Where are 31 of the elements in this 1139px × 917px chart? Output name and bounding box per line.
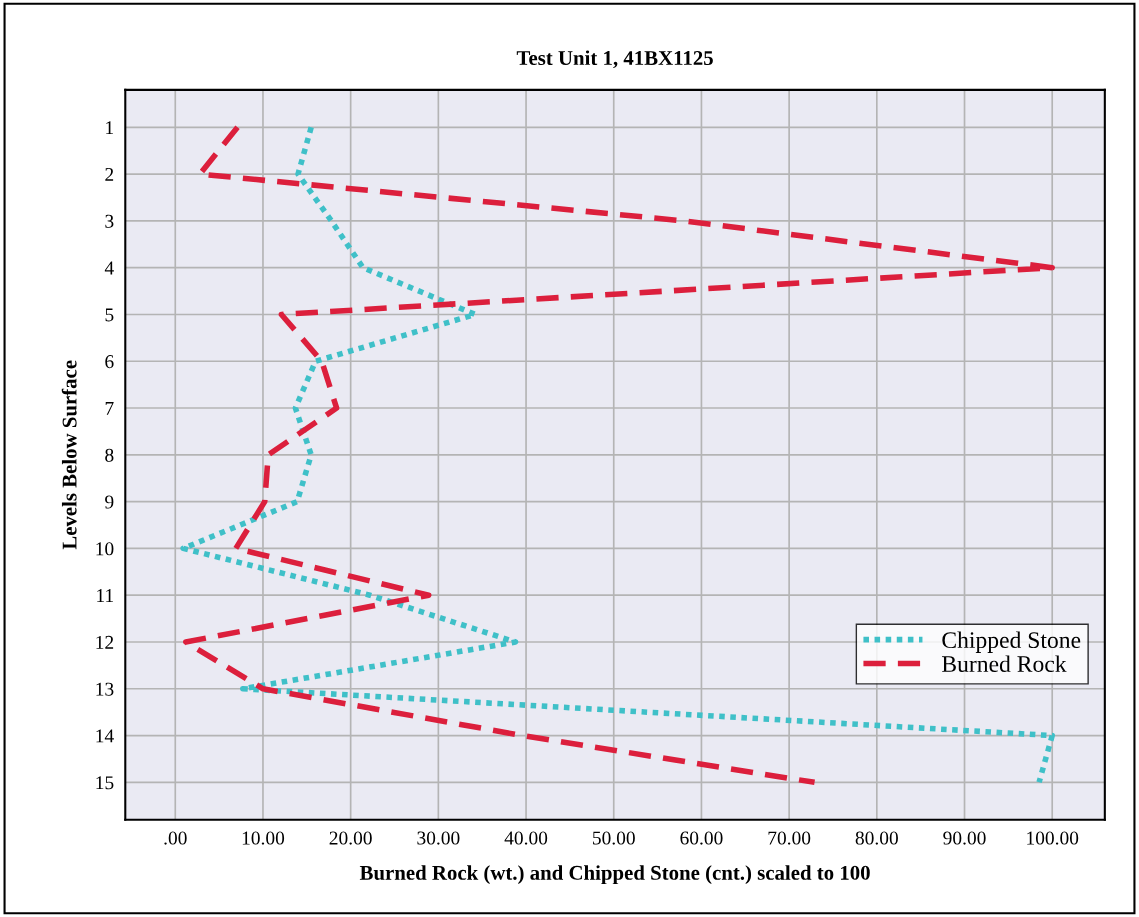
x-tick-label: 50.00 [593, 831, 635, 845]
y-axis-title: Levels Below Surface [61, 360, 77, 550]
x-axis-title: Burned Rock (wt.) and Chipped Stone (cnt.) scaled to 100 [359, 865, 870, 885]
x-tick-label: 80.00 [855, 831, 898, 845]
x-tick-label: 20.00 [329, 831, 372, 845]
y-tick-label: 12 [96, 635, 114, 649]
chart-title: Test Unit 1, 41BX1125 [516, 50, 713, 69]
y-tick-label: 1 [106, 121, 114, 135]
x-tick-label: 60.00 [680, 831, 723, 845]
y-tick-label: 11 [97, 589, 114, 602]
x-tick-label: 90.00 [943, 831, 986, 845]
y-tick-label: 8 [105, 448, 114, 462]
y-tick-label: 4 [104, 261, 114, 275]
y-tick-label: 6 [105, 355, 114, 369]
x-tick-label: 40.00 [504, 831, 548, 845]
x-tick-label: 30.00 [417, 831, 460, 845]
y-tick-label: 2 [105, 167, 114, 181]
legend-label: Burned Rock [942, 655, 1067, 673]
y-tick-label: 13 [96, 682, 114, 696]
legend-label: Chipped Stone [942, 631, 1081, 653]
y-tick-label: 9 [105, 495, 114, 509]
y-tick-label: 10 [96, 542, 114, 556]
y-tick-label: 5 [105, 308, 114, 322]
x-tick-label: 10.00 [242, 831, 285, 845]
x-tick-label: 100.00 [1027, 831, 1079, 845]
y-tick-label: 3 [105, 214, 114, 228]
x-tick-label: 70.00 [768, 831, 811, 845]
y-tick-label: 14 [96, 729, 114, 743]
y-tick-label: 7 [105, 402, 114, 415]
x-tick-label: .00 [164, 831, 187, 845]
y-tick-label: 15 [96, 776, 114, 790]
